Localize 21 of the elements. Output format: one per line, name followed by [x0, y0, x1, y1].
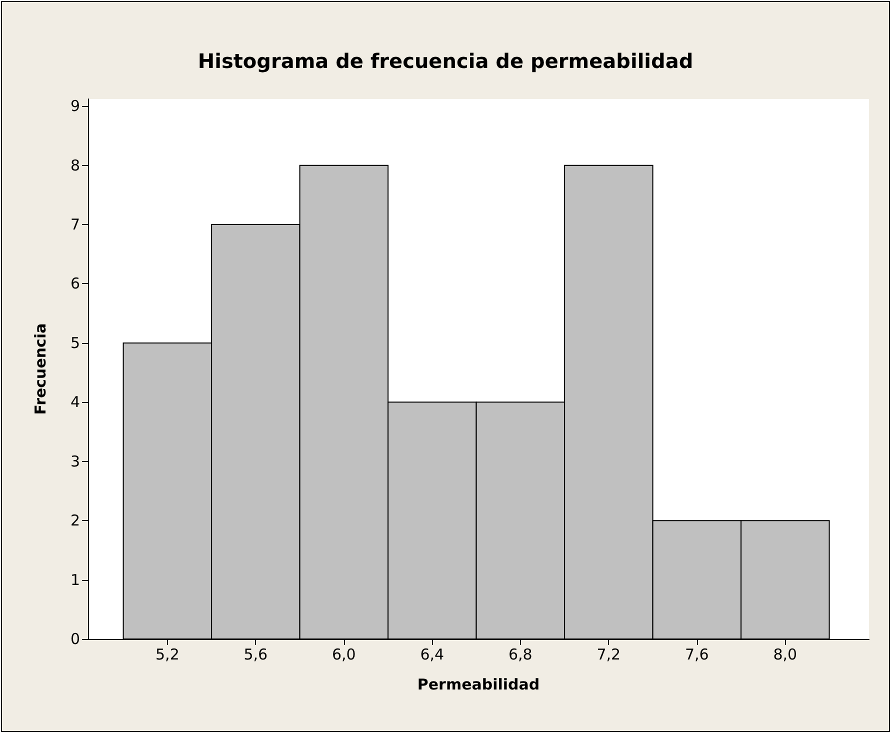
y-tick-label: 3 [70, 452, 80, 470]
x-tick-label: 8,0 [773, 646, 798, 664]
y-tick-label: 2 [70, 512, 80, 530]
x-tick-label: 5,2 [155, 646, 180, 664]
x-tick-label: 6,0 [332, 646, 356, 664]
y-tick-label: 4 [70, 393, 80, 412]
y-tick-label: 5 [70, 334, 80, 352]
y-axis-title: Frecuencia [32, 323, 50, 415]
y-tick-label: 6 [70, 274, 80, 293]
y-tick-label: 0 [70, 630, 80, 648]
x-tick-label: 7,6 [684, 646, 709, 664]
y-tick-label: 1 [70, 570, 80, 589]
x-axis-title: Permeabilidad [417, 676, 540, 694]
x-tick-label: 5,6 [244, 646, 268, 664]
y-tick-label: 7 [70, 216, 80, 234]
x-tick-label: 7,2 [596, 646, 621, 664]
y-tick-label: 9 [70, 97, 80, 116]
x-tick-label: 6,8 [508, 646, 532, 664]
y-tick-label: 8 [70, 156, 80, 174]
x-tick-label: 6,4 [420, 646, 444, 664]
chart-title: Histograma de frecuencia de permeabilidad [198, 49, 694, 73]
